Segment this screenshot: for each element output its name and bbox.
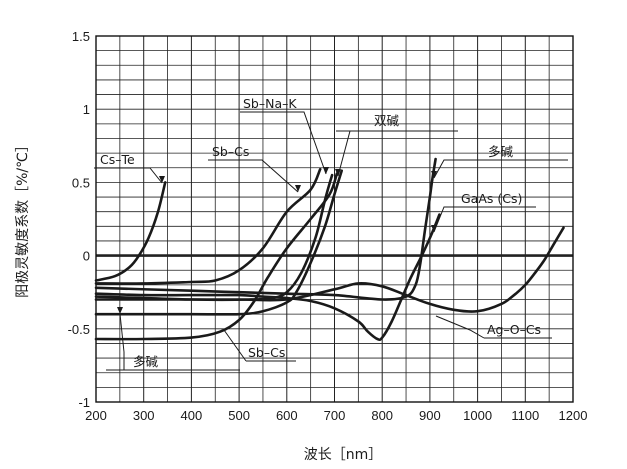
series-line-3 (94, 172, 339, 341)
leader-ag-o-cs (435, 315, 485, 339)
x-tick-label: 600 (276, 408, 298, 423)
label-cs-te: Cs–Te (100, 152, 135, 167)
arrow-sb-na-k (323, 167, 329, 174)
arrow-multialkali (431, 171, 437, 178)
grid (95, 35, 574, 403)
label-sb-cs-upper: Sb–Cs (212, 144, 249, 159)
series-line-2 (94, 167, 322, 285)
arrow-cs-te (159, 176, 165, 183)
x-tick-label: 200 (85, 408, 107, 423)
leader-multialkali-upper (433, 159, 468, 179)
series-line-7 (94, 226, 565, 313)
plot-frame (95, 35, 574, 403)
y-tick-label: 0 (83, 249, 90, 264)
y-tick-label: -0.5 (68, 322, 90, 337)
arrow-gaas (431, 225, 437, 232)
label-multialkali-lower: 多碱 (133, 354, 159, 369)
series-lines (94, 157, 565, 342)
y-tick-label: 1 (83, 102, 90, 117)
x-tick-label: 1000 (463, 408, 492, 423)
y-tick-label: 0.5 (72, 175, 90, 190)
label-gaas: GaAs (Cs) (461, 191, 522, 206)
series-line-4 (94, 169, 343, 316)
x-tick-label: 500 (228, 408, 250, 423)
arrow-sb-cs (295, 185, 301, 192)
annotation-leaders (94, 111, 568, 371)
x-tick-label: 1100 (511, 408, 539, 423)
annotation-labels: Sb–Na–K 双碱 Sb–Cs 多碱 Cs–Te GaAs (Cs) Ag–O… (100, 96, 541, 369)
x-tick-label: 700 (324, 408, 346, 423)
label-sb-cs-lower: Sb–Cs (248, 345, 285, 360)
series-line-6 (94, 213, 441, 342)
series-line-0 (94, 181, 167, 282)
x-axis-title: 波长［nm］ (304, 447, 383, 463)
x-tick-label: 300 (133, 408, 155, 423)
x-tick-label: 800 (371, 408, 393, 423)
x-tick-label: 400 (181, 408, 203, 423)
arrow-bialkali (335, 169, 341, 176)
leader-sb-cs-lower (223, 329, 247, 362)
x-tick-label: 900 (419, 408, 441, 423)
leader-sb-cs-upper (208, 159, 299, 193)
leader-multialkali-lower (119, 313, 125, 370)
y-tick-label: -1 (78, 395, 90, 410)
label-multialkali-upper: 多碱 (488, 144, 514, 159)
leader-cs-te (94, 167, 163, 184)
arrow-multialkali-lower (117, 307, 123, 314)
leader-gaas (433, 206, 456, 233)
tick-labels: 200 300 400 500 600 700 800 900 1000 1100 1200 1.5 1… (68, 29, 588, 423)
leader-sb-na-k (240, 111, 327, 175)
series-line-5 (94, 157, 437, 301)
y-axis-title: 阳极灵敏度系数［%/℃］ (15, 138, 31, 298)
leader-bialkali (337, 130, 351, 177)
label-ag-o-cs: Ag–O–Cs (487, 322, 541, 337)
y-tick-label: 1.5 (72, 29, 90, 44)
label-bialkali: 双碱 (374, 113, 400, 128)
x-tick-label: 1200 (559, 408, 588, 423)
label-sb-na-k: Sb–Na–K (243, 96, 297, 111)
